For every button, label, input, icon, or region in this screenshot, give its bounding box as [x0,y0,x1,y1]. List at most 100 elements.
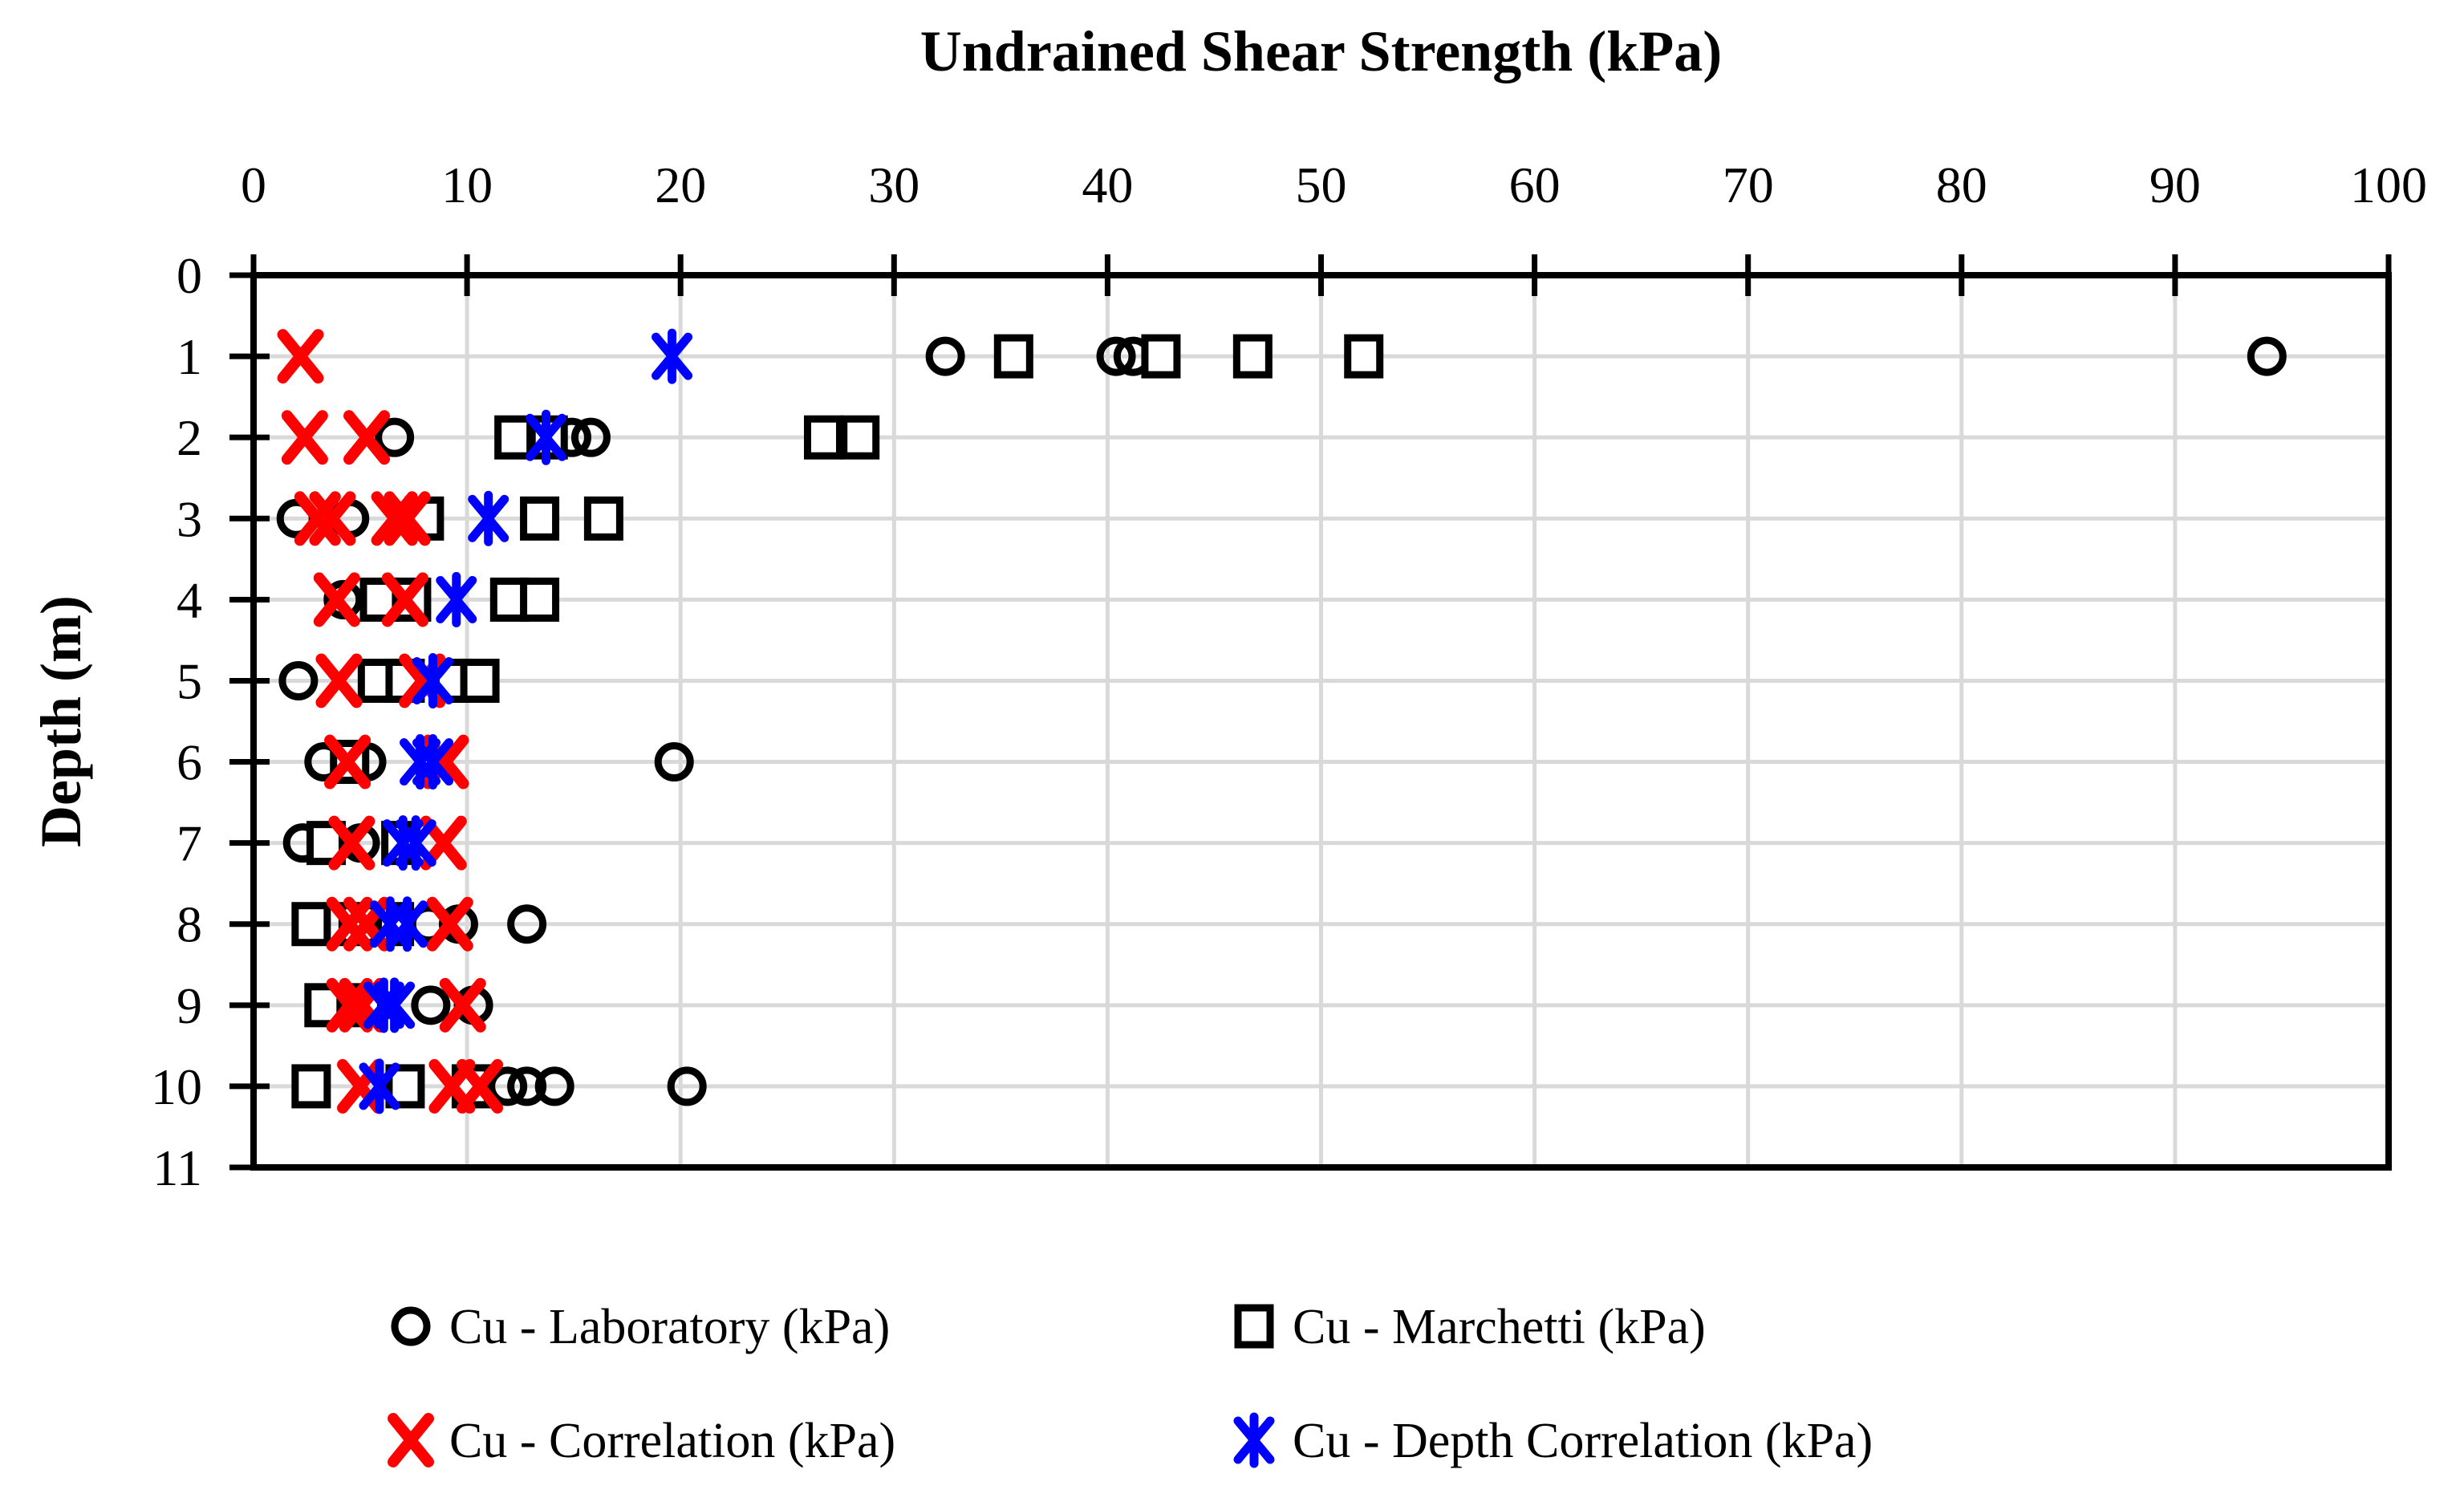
x-tick-label: 40 [1082,156,1133,213]
gridlines [254,275,2389,1167]
marker-square [460,658,500,703]
x-tick-label: 0 [241,156,266,213]
marker-square [993,334,1033,379]
marker-asterisk [387,896,428,952]
marker-circle [667,1066,707,1106]
y-tick-label: 1 [177,328,202,385]
marker-circle [488,1066,528,1106]
marker-square [304,983,344,1028]
marker-x [328,815,375,871]
series-cu-laboratory-kpa- [276,336,2287,1106]
marker-square [291,1064,331,1109]
x-tick-label: 50 [1296,156,1347,213]
series-cu-marchetti-kpa- [291,334,1384,1109]
marker-square [1141,334,1181,379]
marker-x [384,491,431,546]
marker-circle [925,336,965,376]
marker-square [520,577,560,622]
marker-x [315,653,363,708]
y-tick-label: 8 [177,896,202,953]
marker-circle [654,742,694,782]
series-cu-depth-correlation-kpa- [359,328,693,1114]
axis-text: Undrained Shear Strength (kPa)0 10 20 30 40 5… [29,19,2427,1196]
marker-square [840,415,880,460]
x-tick-label: 100 [2350,156,2427,213]
legend-label: Cu - Laboratory (kPa) [449,1300,890,1354]
x-tick-label: 60 [1509,156,1561,213]
series-cu-correlation-kpa- [277,329,504,1114]
marker-x [426,896,473,952]
marker-circle [411,985,451,1025]
marker-x [388,1413,434,1467]
marker-circle [391,1306,431,1346]
marker-x [371,491,418,546]
y-tick-label: 2 [177,409,202,466]
marker-asterisk [468,490,509,546]
x-tick-label: 80 [1936,156,1987,213]
marker-x [277,329,324,384]
y-tick-label: 4 [177,571,202,628]
marker-square [1344,334,1384,379]
x-tick-label: 20 [655,156,706,213]
marker-asterisk [1233,1412,1275,1468]
marker-asterisk [374,977,416,1033]
legend: Cu - Laboratory (kPa) Cu - Marchetti (kPa… [388,1300,1873,1468]
marker-circle [507,1066,547,1106]
marker-asterisk [412,734,454,790]
legend-item-cu-correlation-kpa-: Cu - Correlation (kPa) [388,1413,895,1468]
marker-asterisk [359,1058,400,1114]
marker-circle [278,660,319,700]
x-tick-label: 70 [1723,156,1774,213]
marker-asterisk [652,328,693,384]
marker-circle [570,417,611,457]
x-tick-label: 10 [441,156,493,213]
legend-label: Cu - Marchetti (kPa) [1293,1300,1706,1354]
marker-x [324,734,371,790]
x-tick-label: 30 [868,156,919,213]
marker-square [291,902,331,947]
y-tick-label: 5 [177,652,202,709]
y-axis-label: Depth (m) [29,595,93,847]
marker-square [803,415,843,460]
marker-asterisk [395,815,436,871]
y-tick-label: 10 [151,1058,202,1115]
marker-asterisk [436,571,477,627]
marker-x [439,977,486,1033]
marker-square [494,415,534,460]
marker-x [313,572,360,627]
marker-square [1234,1304,1274,1349]
marker-circle [534,1066,574,1106]
y-tick-label: 11 [152,1139,202,1196]
plot-border-and-ticks [229,254,2392,1171]
y-tick-label: 9 [177,977,202,1034]
marker-asterisk [412,652,454,708]
marker-x [326,977,373,1033]
chart-title: Undrained Shear Strength (kPa) [920,19,1722,83]
legend-item-cu-marchetti-kpa-: Cu - Marchetti (kPa) [1234,1300,1706,1354]
marker-x [343,410,391,465]
y-tick-label: 7 [177,815,202,872]
legend-item-cu-depth-correlation-kpa-: Cu - Depth Correlation (kPa) [1233,1412,1873,1468]
marker-x [381,572,428,627]
marker-x [281,410,328,465]
marker-asterisk [526,409,567,465]
marker-circle [375,417,415,457]
marker-x [294,491,341,546]
x-tick-label: 90 [2149,156,2201,213]
legend-label: Cu - Depth Correlation (kPa) [1293,1414,1873,1468]
marker-x [309,491,356,546]
marker-square [520,496,560,541]
marker-x [457,1058,504,1114]
legend-label: Cu - Correlation (kPa) [449,1414,895,1468]
y-tick-label: 0 [177,247,202,304]
y-tick-label: 3 [177,490,202,547]
marker-square [583,496,623,541]
marker-circle [2247,336,2287,376]
marker-circle [1096,336,1136,376]
legend-item-cu-laboratory-kpa-: Cu - Laboratory (kPa) [391,1300,890,1354]
marker-circle [507,904,547,944]
marker-square [1232,334,1273,379]
y-tick-label: 6 [177,734,202,791]
